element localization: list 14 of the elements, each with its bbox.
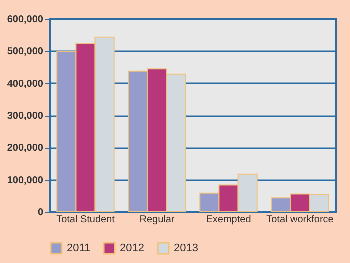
x-tick-label: Regular <box>140 214 176 226</box>
y-tick-label: 500,000 <box>7 46 44 58</box>
x-tick-label: Exempted <box>206 214 252 226</box>
legend-label: 2012 <box>120 242 144 255</box>
y-tick-label: 400,000 <box>7 78 44 90</box>
y-tick-label: 300,000 <box>7 111 44 122</box>
x-tick-label: Total workforce <box>266 214 334 226</box>
legend-label: 2013 <box>174 242 198 255</box>
legend-label: 2011 <box>67 242 91 255</box>
y-tick-label: 0 <box>38 208 44 218</box>
y-tick-label: 200,000 <box>7 143 44 154</box>
x-tick-label: Total Student <box>56 214 116 226</box>
y-tick-label: 600,000 <box>7 14 44 26</box>
y-tick-label: 100,000 <box>7 175 44 186</box>
